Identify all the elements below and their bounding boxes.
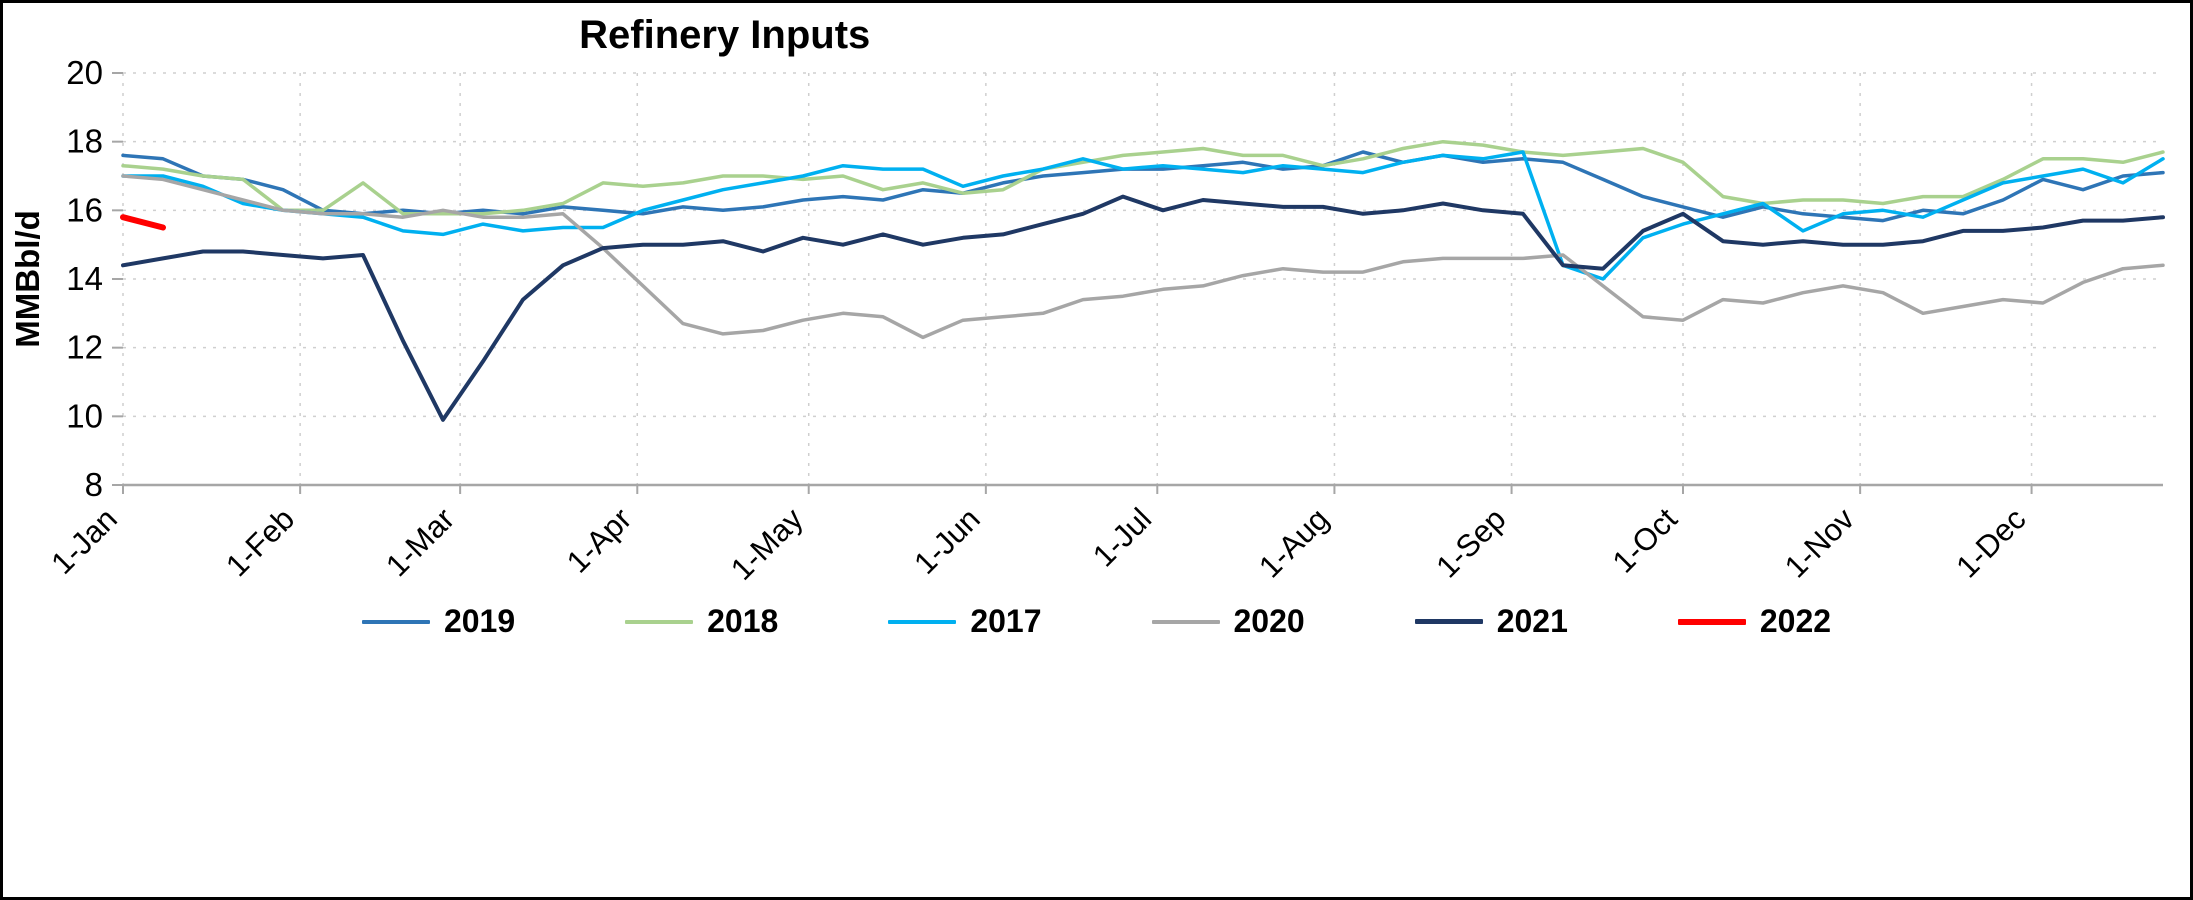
legend-label-2021: 2021 xyxy=(1496,603,1568,639)
line-chart: MMBbl/d 8 10 12 14 16 18 20 1-Jan 1-Feb 1-Mar 1-Ap… xyxy=(9,54,2165,587)
tick-labels: 8 10 12 14 16 18 20 1-Jan 1-Feb 1-Mar 1-Apr 1-May 1-… xyxy=(44,54,2032,587)
y-tick-label: 8 xyxy=(85,466,103,503)
series-line-2017 xyxy=(121,150,2165,281)
x-tick-label: 1-Apr xyxy=(560,501,638,579)
legend: 2019 2018 2017 2020 2021 2022 xyxy=(3,603,2190,640)
chart-title: Refinery Inputs xyxy=(579,13,871,57)
legend-label-2017: 2017 xyxy=(970,603,1042,639)
legend-line-swatch-2017 xyxy=(888,619,957,624)
legend-label-2019: 2019 xyxy=(443,603,516,639)
y-tick-label: 14 xyxy=(66,260,103,297)
legend-label-2022: 2022 xyxy=(1759,603,1832,639)
series-line-2021 xyxy=(121,194,2165,422)
y-tick-label: 12 xyxy=(66,329,103,366)
x-tick-label: 1-Sep xyxy=(1429,501,1512,584)
legend-label-2020: 2020 xyxy=(1233,603,1305,639)
legend-line-swatch-2020 xyxy=(1151,619,1220,624)
legend-item-2020: 2020 xyxy=(1151,603,1305,640)
legend-item-2018: 2018 xyxy=(625,603,778,640)
series-line-2022 xyxy=(120,214,166,231)
x-tick-label: 1-Feb xyxy=(219,501,301,583)
y-tick-label: 20 xyxy=(66,54,103,91)
x-tick-label: 1-Jan xyxy=(44,501,124,581)
x-tick-label: 1-Jun xyxy=(907,501,987,581)
legend-item-2019: 2019 xyxy=(361,603,516,640)
legend-item-2021: 2021 xyxy=(1414,603,1568,640)
y-tick-label: 16 xyxy=(66,191,103,228)
y-tick-label: 10 xyxy=(66,397,103,434)
legend-line-swatch-2021 xyxy=(1414,619,1483,624)
legend-line-swatch-2022 xyxy=(1677,618,1746,625)
legend-line-swatch-2019 xyxy=(361,619,430,624)
x-tick-label: 1-Nov xyxy=(1778,501,1862,585)
x-tick-label: 1-Mar xyxy=(379,501,461,583)
legend-label-2018: 2018 xyxy=(707,603,779,639)
gridlines xyxy=(122,72,2163,485)
legend-item-2022: 2022 xyxy=(1677,603,1832,640)
axes xyxy=(112,72,2163,494)
x-tick-label: 1-Oct xyxy=(1606,501,1685,580)
legend-line-swatch-2018 xyxy=(625,619,694,624)
y-tick-label: 18 xyxy=(66,123,103,160)
x-tick-label: 1-Jul xyxy=(1086,501,1158,573)
series-line-2020 xyxy=(121,174,2165,340)
y-axis-label: MMBbl/d xyxy=(9,210,46,347)
x-tick-label: 1-May xyxy=(724,501,810,587)
x-tick-label: 1-Aug xyxy=(1252,501,1335,584)
legend-item-2017: 2017 xyxy=(888,603,1042,640)
data-series xyxy=(120,139,2165,422)
x-tick-label: 1-Dec xyxy=(1949,501,2032,584)
